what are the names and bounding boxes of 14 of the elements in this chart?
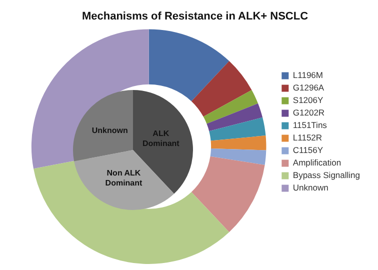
slice-label: Unknown: [92, 126, 128, 136]
slice-label: ALK Dominant: [142, 129, 180, 148]
legend-label: C1156Y: [292, 145, 324, 156]
chart-title: Mechanisms of Resistance in ALK+ NSCLC: [82, 10, 308, 23]
legend-label: G1202R: [292, 108, 325, 118]
legend-label: Unknown: [292, 182, 329, 193]
legend-label: G1296A: [292, 82, 324, 93]
legend-label: 1151Tins: [292, 120, 327, 130]
legend-label: Bypass Signalling: [292, 170, 360, 180]
legend-label: S1206Y: [292, 95, 324, 106]
legend-label: Amplification: [292, 158, 342, 168]
legend-label: L1196M: [292, 70, 323, 80]
slice-label: Non ALK Dominant: [105, 168, 143, 188]
legend-label: L1152R: [292, 132, 322, 143]
